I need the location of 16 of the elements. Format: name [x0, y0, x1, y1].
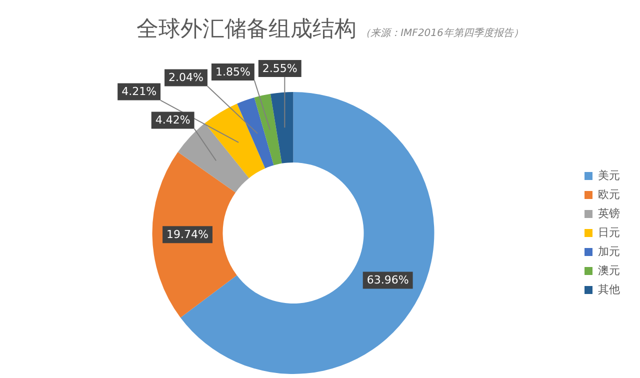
legend-label: 美元 — [598, 169, 620, 182]
data-label: 4.21% — [122, 85, 157, 98]
legend-label: 英镑 — [598, 207, 620, 220]
data-label: 2.55% — [262, 62, 298, 75]
data-label: 2.04% — [168, 71, 204, 84]
data-label: 19.74% — [166, 228, 208, 242]
legend-label: 澳元 — [598, 265, 620, 278]
legend-label: 日元 — [598, 227, 620, 240]
chart-title: 全球外汇储备组成结构 — [136, 16, 357, 44]
data-label: 63.96% — [366, 274, 409, 287]
legend-label: 加元 — [598, 245, 620, 258]
legend-label: 欧元 — [598, 189, 620, 202]
chart-subtitle: （来源：IMF2016年第四季度报告） — [360, 26, 524, 40]
data-label: 4.42% — [155, 114, 190, 127]
data-label: 1.85% — [215, 65, 250, 78]
legend-label: 其他 — [598, 283, 620, 296]
